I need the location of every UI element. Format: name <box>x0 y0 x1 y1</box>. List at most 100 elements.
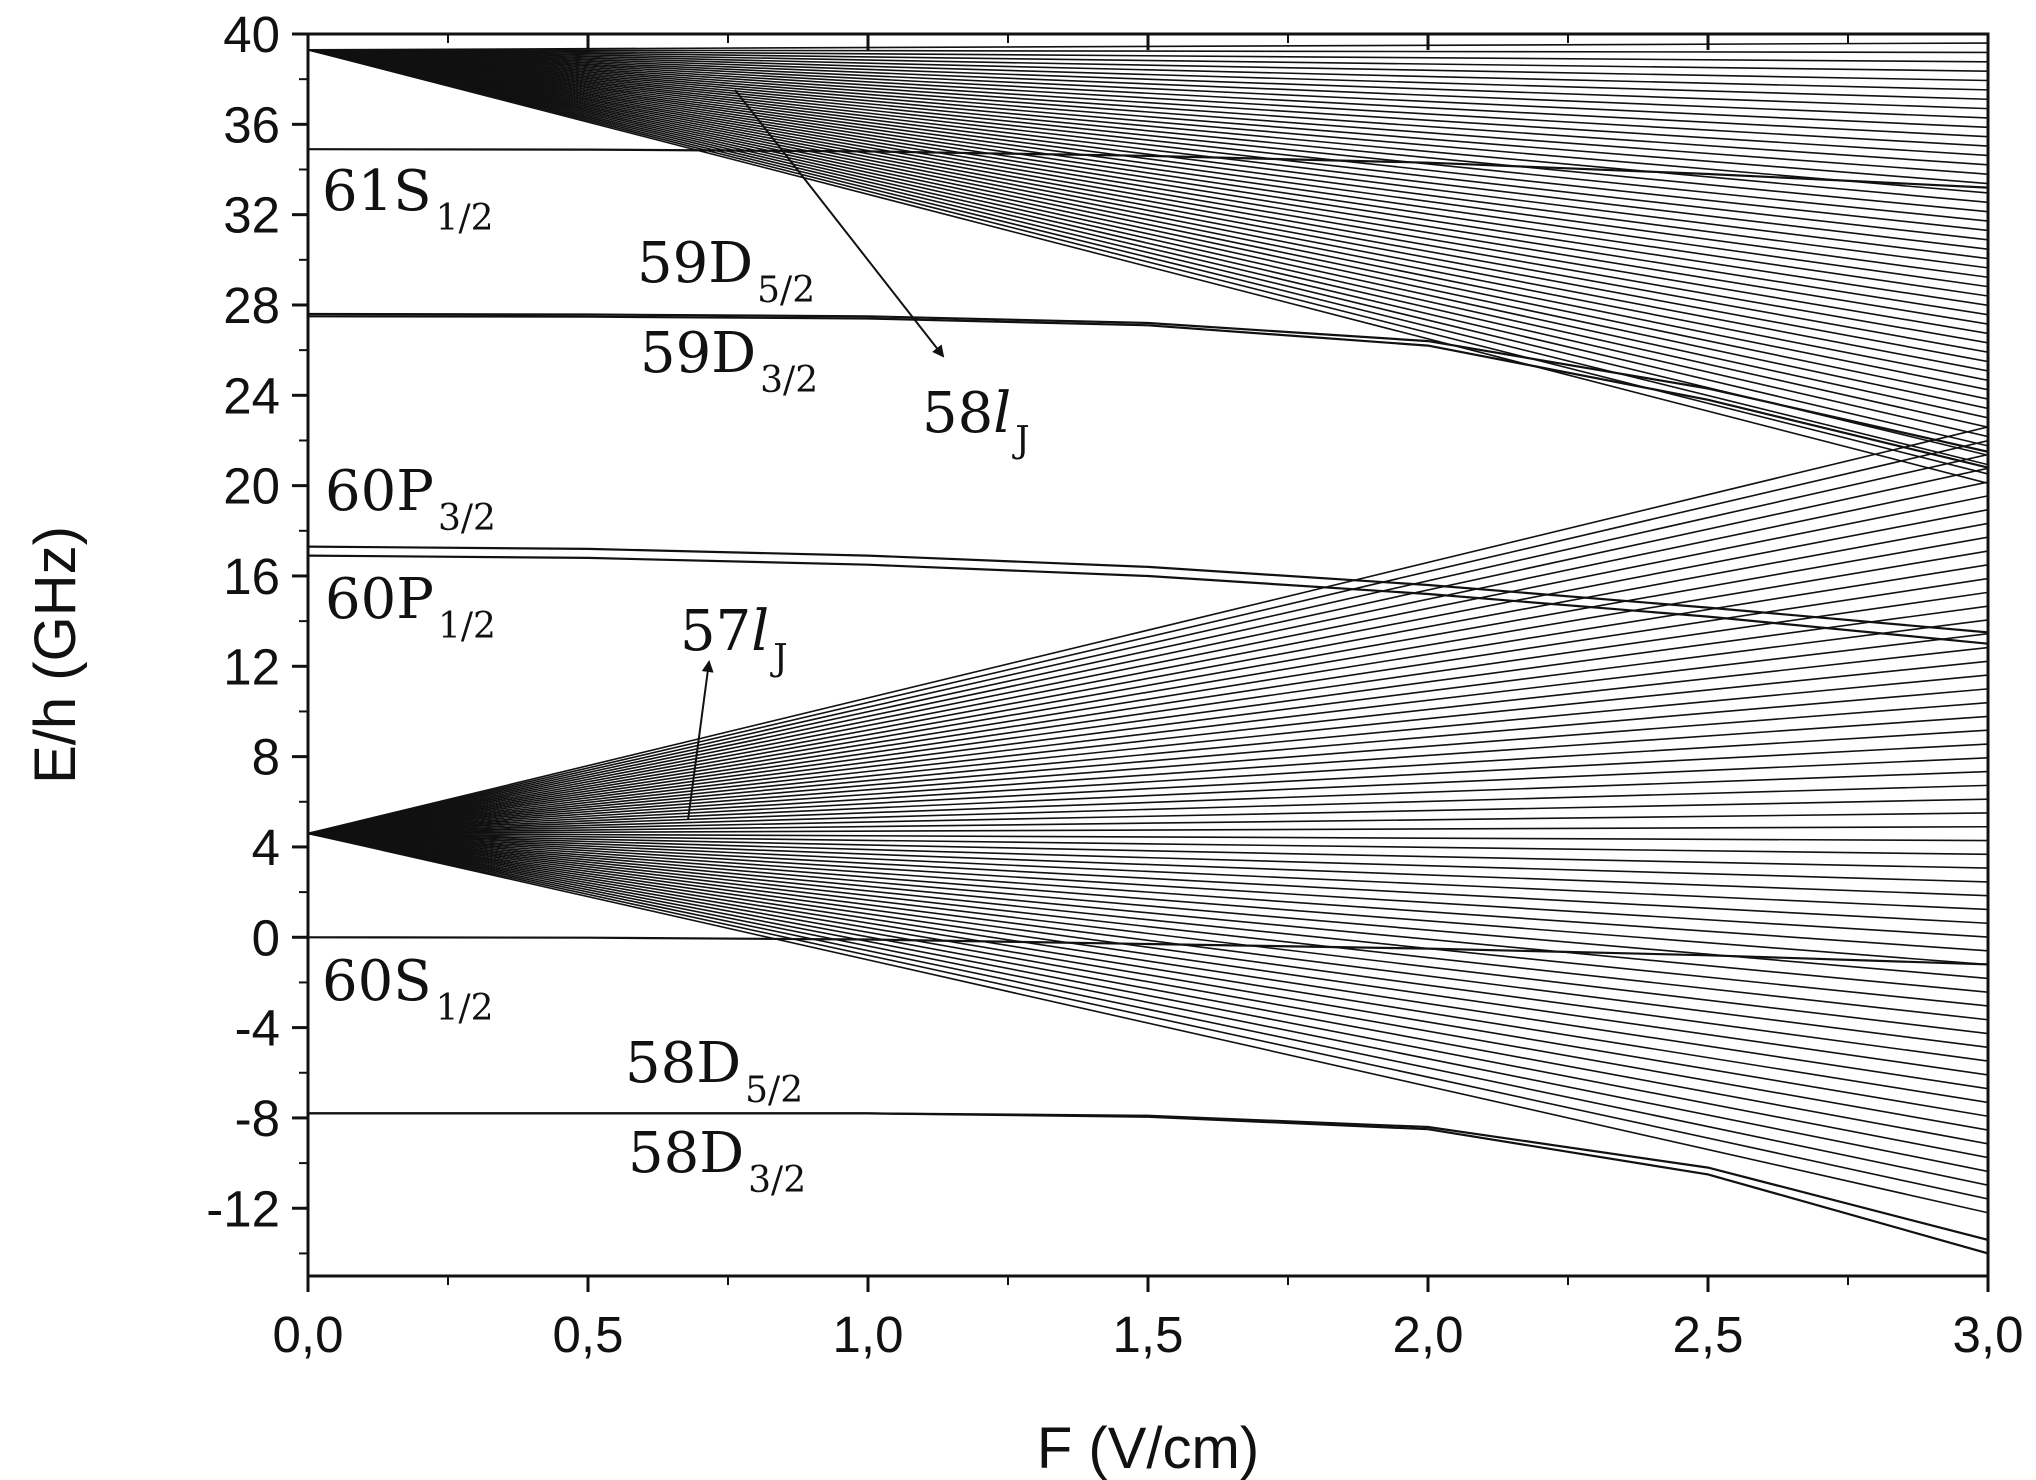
manifold-58-line <box>308 49 1988 400</box>
manifold-57-line <box>308 832 1988 1007</box>
y-tick-label: 4 <box>252 819 280 876</box>
manifold-57-line <box>308 832 1988 1214</box>
manifold-57-line <box>308 591 1988 835</box>
state-curve <box>308 554 1988 645</box>
manifold-58-line <box>308 49 1988 372</box>
state-labels: 61S 1/2 59D 5/2 59D 3/2 58l J 60P 3/2 60P 1/2 57l J 60… <box>322 89 1030 1201</box>
manifold-57-line <box>308 832 1988 842</box>
manifold-57-line <box>308 701 1988 835</box>
arrow-58lJ <box>734 89 945 358</box>
manifold-57-line <box>308 832 1988 1200</box>
manifold-57-line <box>308 508 1988 835</box>
manifold-57-line <box>308 832 1988 925</box>
state-curve <box>308 312 1988 453</box>
manifold-57-line <box>308 832 1988 1021</box>
manifold-58-line <box>308 49 1988 185</box>
manifold-57-line <box>308 757 1988 835</box>
state-curve <box>308 545 1988 634</box>
manifold-57-line <box>308 825 1988 835</box>
manifold-57-line <box>308 832 1988 938</box>
manifold-58-line <box>308 49 1988 447</box>
manifold-57-line <box>308 832 1988 1173</box>
manifold-57-line <box>308 832 1988 1145</box>
label-60P-1-2: 60P 1/2 <box>325 567 496 647</box>
manifold-57-line <box>308 832 1988 952</box>
y-tick-label: 12 <box>223 638 280 695</box>
manifold-57-line <box>308 743 1988 835</box>
y-tick-label: -4 <box>235 1000 280 1057</box>
manifold-57-line <box>308 522 1988 835</box>
y-tick-label: -8 <box>235 1090 280 1147</box>
manifold-58-line <box>308 49 1988 382</box>
manifold-58-line <box>308 49 1988 147</box>
manifold-58-line <box>308 49 1988 213</box>
manifold-57-line <box>308 646 1988 835</box>
x-tick-label: 1,5 <box>1113 1306 1184 1363</box>
manifold-57-line <box>308 481 1988 835</box>
manifold-58-line <box>308 49 1988 475</box>
manifold-58-line <box>308 49 1988 485</box>
y-tick-label: 40 <box>223 6 280 63</box>
manifold-57-line <box>308 467 1988 835</box>
state-curve <box>308 148 1988 189</box>
manifold-57-line <box>308 832 1988 966</box>
manifold-58-line <box>308 49 1988 250</box>
manifold-58-line <box>308 49 1988 410</box>
manifold-58-line <box>308 49 1988 279</box>
manifold-57-line <box>308 564 1988 835</box>
manifold-57-line <box>308 832 1988 1131</box>
manifold-57-line <box>308 550 1988 835</box>
x-tick-label: 3,0 <box>1953 1306 2024 1363</box>
manifold-58-line <box>308 49 1988 166</box>
manifold-57-line <box>308 619 1988 835</box>
manifold-57-line <box>308 426 1988 835</box>
manifold-57-line <box>308 798 1988 835</box>
label-57lJ: 57l J <box>680 599 788 679</box>
x-tick-label: 1,0 <box>833 1306 904 1363</box>
manifold-57-line <box>308 832 1988 883</box>
manifold-58-line <box>308 49 1988 438</box>
manifold-58-line <box>308 49 1988 325</box>
label-58D-3-2: 58D 3/2 <box>628 1121 806 1201</box>
y-tick-label: 24 <box>223 367 280 424</box>
manifold-57-line <box>308 660 1988 835</box>
manifold-57-line <box>308 832 1988 993</box>
manifold-58-line <box>308 49 1988 72</box>
manifold-57-line <box>308 832 1988 1118</box>
manifold-58-line <box>308 49 1988 138</box>
x-axis-title: F (V/cm) <box>1037 1416 1259 1480</box>
y-tick-label: 0 <box>252 909 280 966</box>
manifold-57-line <box>308 439 1988 835</box>
manifold-57-line <box>308 605 1988 835</box>
manifold-58-line <box>308 49 1988 428</box>
label-58D-5-2: 58D 5/2 <box>625 1031 803 1111</box>
y-tick-label: 32 <box>223 187 280 244</box>
manifold-57-line <box>308 832 1988 1186</box>
manifold-58-line <box>308 49 1988 335</box>
y-tick-label: 20 <box>223 458 280 515</box>
label-58lJ: 58l J <box>922 381 1030 461</box>
manifold-58-line <box>308 49 1988 307</box>
manifold-58-line <box>308 49 1988 297</box>
y-tick-label: 28 <box>223 277 280 334</box>
manifold-57-line <box>308 832 1988 1049</box>
axes: 0,0 0,5 1,0 1,5 2,0 2,5 3,0 -12 -8 -4 0 4 8 12 16 20 24 2… <box>206 6 2023 1363</box>
manifold-58-line <box>308 49 1988 222</box>
manifold-58-line <box>308 49 1988 363</box>
manifold-58-line <box>308 49 1988 419</box>
state-curve <box>308 936 1988 966</box>
manifold-57-line <box>308 577 1988 835</box>
label-60S: 60S 1/2 <box>322 949 494 1029</box>
manifold-58-line <box>308 49 1988 63</box>
manifold-57-line <box>308 832 1988 897</box>
manifold-57-line <box>308 832 1988 869</box>
y-axis-title: E/h (GHz) <box>23 526 88 784</box>
manifold-58-line <box>308 49 1988 204</box>
manifold-58-line <box>308 49 1988 232</box>
arrow-57lJ <box>687 660 714 821</box>
y-tick-label: -12 <box>206 1180 280 1237</box>
manifold-58-line <box>308 49 1988 54</box>
manifold-57-line <box>308 536 1988 835</box>
label-60P-3-2: 60P 3/2 <box>325 459 496 539</box>
